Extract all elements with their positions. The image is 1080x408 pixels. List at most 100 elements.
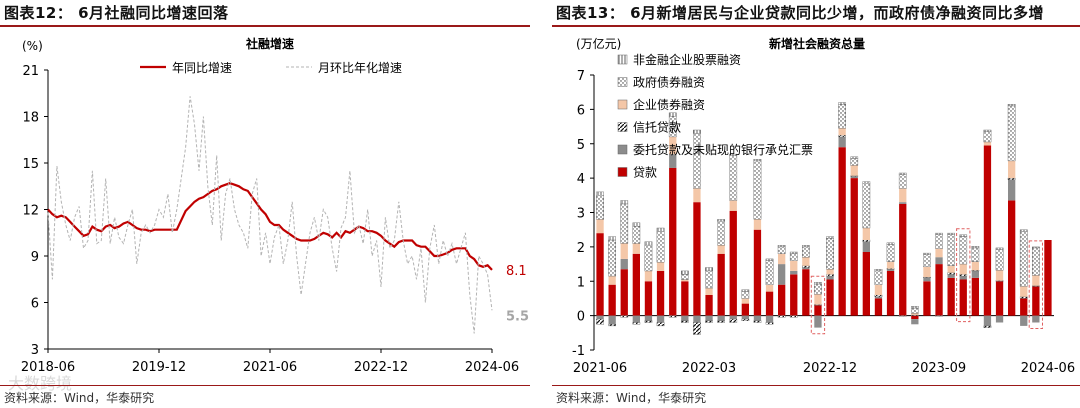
bar-segment bbox=[802, 267, 810, 270]
bar-segment bbox=[668, 315, 677, 318]
bar-segment bbox=[741, 315, 749, 319]
bar-segment bbox=[608, 315, 616, 325]
right-source-rule bbox=[552, 385, 1080, 386]
bar-segment bbox=[947, 277, 955, 316]
bar-segment bbox=[620, 203, 629, 244]
bar-segment bbox=[644, 241, 653, 246]
bar-segment bbox=[899, 202, 907, 204]
bar-segment bbox=[801, 246, 810, 258]
bar-segment bbox=[1008, 200, 1016, 316]
y-tick-label: 2 bbox=[577, 241, 585, 256]
bar-segment bbox=[608, 324, 617, 327]
y-tick-label: 12 bbox=[22, 204, 39, 219]
right-figure-title: 图表13： 6月新增居民与企业贷款同比少增，而政府债净融资同比多增 bbox=[556, 4, 1045, 22]
bar-segment bbox=[850, 156, 859, 159]
bar-segment bbox=[874, 294, 883, 297]
bar-segment bbox=[1007, 177, 1016, 181]
bar-segment bbox=[801, 244, 810, 248]
bar-segment bbox=[983, 129, 992, 132]
bar-segment bbox=[669, 167, 677, 316]
bar-segment bbox=[596, 315, 604, 319]
bar-segment bbox=[959, 264, 967, 275]
legend-label-1: 非金融企业股票融资 bbox=[633, 52, 741, 67]
bar-segment bbox=[898, 174, 907, 189]
bar-segment bbox=[923, 276, 931, 279]
bar-segment bbox=[959, 276, 967, 280]
bar-segment bbox=[983, 145, 992, 316]
bar-segment bbox=[971, 245, 980, 249]
bar-segment bbox=[656, 270, 665, 316]
legend-label-2: 政府债券融资 bbox=[633, 75, 705, 90]
bar-segment bbox=[983, 131, 992, 143]
bar-segment bbox=[826, 279, 834, 316]
bar-segment bbox=[959, 274, 968, 277]
bar-segment bbox=[886, 244, 895, 262]
bar-segment bbox=[1019, 296, 1028, 299]
bar-segment bbox=[1007, 103, 1016, 107]
bar-segment bbox=[1032, 247, 1040, 276]
bar-segment bbox=[608, 236, 617, 241]
bar-segment bbox=[608, 239, 617, 277]
bar-segment bbox=[874, 296, 883, 299]
left-figure-title: 图表12： 6月社融同比增速回落 bbox=[4, 4, 229, 22]
bar-segment bbox=[608, 284, 616, 316]
bar-segment bbox=[911, 306, 919, 309]
bar-segment bbox=[778, 253, 786, 265]
bar-segment bbox=[1020, 298, 1028, 316]
bar-segment bbox=[765, 260, 774, 285]
bar-segment bbox=[935, 232, 943, 236]
bar-segment bbox=[850, 175, 859, 177]
bar-segment bbox=[777, 244, 786, 248]
bar-segment bbox=[983, 315, 992, 326]
x-tick-label: 2024-06 bbox=[465, 360, 519, 375]
bar-segment bbox=[693, 133, 701, 189]
left-panel: 图表12： 6月社融同比增速回落 (%) 社融增速 3 6 9 12 15 18 21 2018-… bbox=[0, 0, 530, 408]
bar-segment bbox=[838, 128, 846, 136]
bar-segment bbox=[1020, 286, 1028, 297]
bar-segment bbox=[862, 241, 870, 252]
bar-segment bbox=[741, 289, 750, 292]
bar-segment bbox=[899, 203, 907, 316]
bar-segment bbox=[753, 320, 762, 323]
bar-segment bbox=[789, 253, 798, 261]
bar-segment bbox=[632, 315, 640, 323]
y-tick-label: 0 bbox=[577, 310, 585, 325]
right-source: 资料来源：Wind，华泰研究 bbox=[556, 391, 707, 405]
y-tick-label: 7 bbox=[577, 69, 585, 84]
bar-segment bbox=[802, 269, 810, 316]
bar-segment bbox=[741, 318, 750, 322]
bar-segment bbox=[717, 220, 726, 246]
right-title-rule bbox=[552, 25, 1080, 27]
x-tick-label: 2024-06 bbox=[1021, 361, 1075, 376]
bar-segment bbox=[886, 261, 895, 269]
left-source-rule bbox=[0, 385, 530, 386]
bar-segment bbox=[644, 315, 653, 321]
bar-segment bbox=[886, 268, 895, 270]
bar-segment bbox=[995, 315, 1004, 323]
bar-segment bbox=[1019, 229, 1028, 232]
bar-segment bbox=[596, 318, 604, 325]
bar-segment bbox=[729, 315, 737, 319]
y-tick-label: 3 bbox=[577, 207, 585, 222]
bar-segment bbox=[911, 314, 919, 316]
highlight-box bbox=[956, 228, 971, 323]
y-axis-unit: (万亿元) bbox=[576, 36, 621, 51]
bar-segment bbox=[644, 270, 653, 282]
series-line-1 bbox=[47, 182, 493, 271]
bar-segment bbox=[596, 195, 604, 220]
bar-segment bbox=[596, 191, 604, 196]
bar-segment bbox=[971, 270, 980, 272]
bar-segment bbox=[826, 238, 834, 270]
bar-segment bbox=[789, 251, 798, 254]
bar-segment bbox=[947, 272, 956, 275]
bar-segment bbox=[693, 322, 701, 335]
bar-segment bbox=[1032, 275, 1040, 286]
bar-segment bbox=[765, 258, 774, 261]
left-line-chart: (%) 社融增速 3 6 9 12 15 18 21 2018-06 2019-12 2021-06 2… bbox=[21, 36, 529, 375]
bar-segment bbox=[814, 304, 822, 306]
legend-label-3: 企业债券融资 bbox=[633, 97, 705, 112]
x-tick-label: 2021-06 bbox=[573, 361, 627, 376]
bar-segment bbox=[765, 322, 774, 325]
bar-segment bbox=[971, 277, 979, 316]
bar-segment bbox=[862, 183, 871, 229]
